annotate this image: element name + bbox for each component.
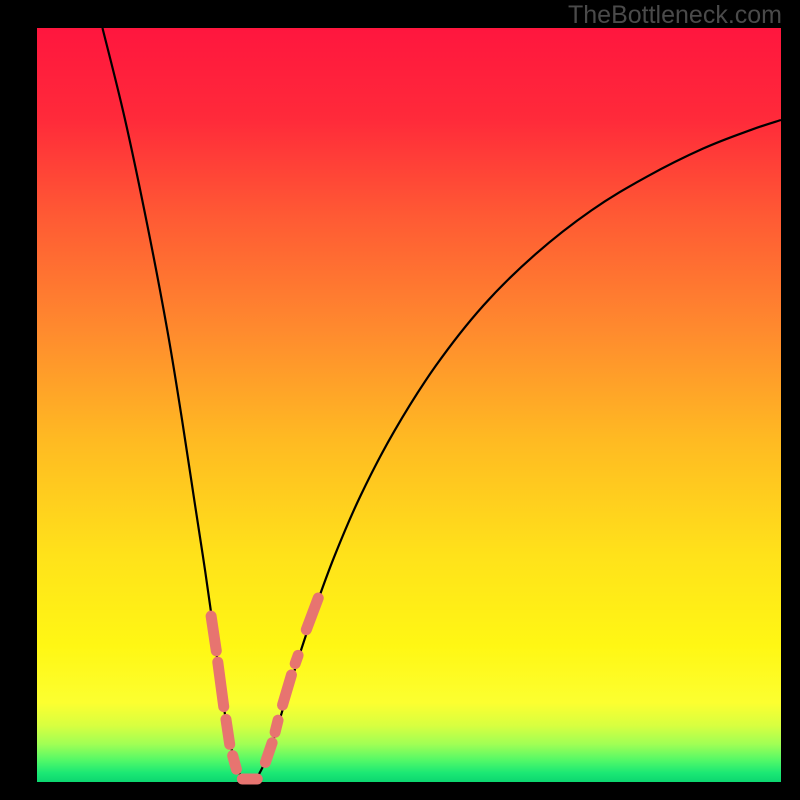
marker-dash (265, 743, 272, 763)
marker-dash (211, 616, 216, 651)
plot-area (37, 28, 781, 782)
bottleneck-curve-chart (37, 28, 781, 782)
marker-dash (295, 655, 298, 663)
stage: TheBottleneck.com (0, 0, 800, 800)
marker-dashes (211, 598, 318, 779)
marker-dash (226, 719, 230, 744)
right-curve (249, 120, 781, 782)
marker-dash (306, 598, 318, 630)
marker-dash (233, 756, 237, 770)
marker-dash (275, 720, 278, 732)
attribution-watermark: TheBottleneck.com (568, 1, 782, 30)
left-curve (102, 28, 249, 782)
marker-dash (218, 662, 224, 706)
marker-dash (283, 675, 292, 705)
